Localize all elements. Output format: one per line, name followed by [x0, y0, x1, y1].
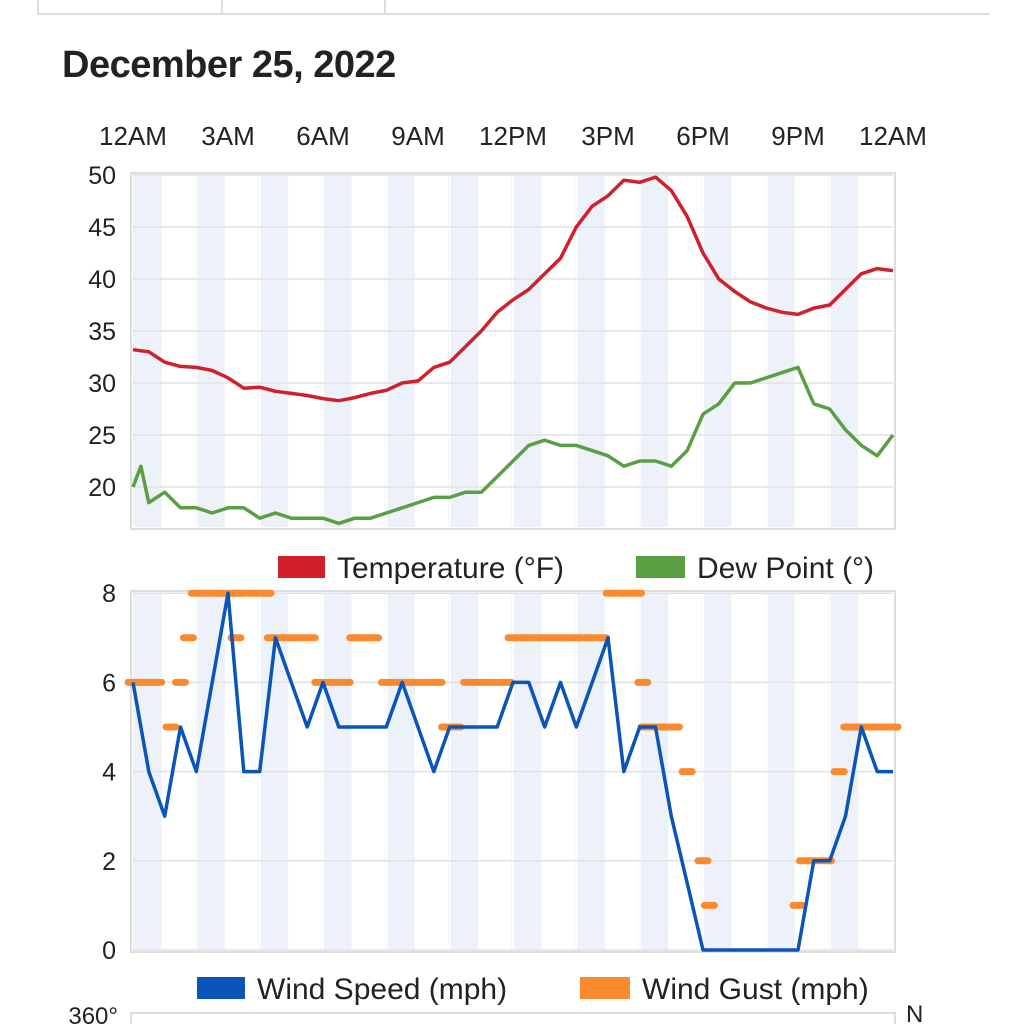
date-heading: December 25, 2022: [62, 44, 396, 86]
y-tick-label: 50: [88, 162, 116, 190]
legend-swatch-wind-speed: [197, 977, 245, 999]
hour-band: [701, 175, 732, 527]
y-tick-label: 20: [88, 474, 116, 502]
hour-band: [321, 175, 352, 527]
dew-point-line: [131, 365, 895, 526]
y-tick-label: 0: [102, 937, 116, 965]
y-tick-label: 45: [88, 214, 116, 242]
y-tick-label: 6: [102, 669, 116, 697]
hour-band: [194, 175, 225, 527]
temperature-legend: Temperature (°F) Dew Point (°): [278, 552, 874, 585]
x-tick-label: 12AM: [859, 121, 927, 151]
direction-label-north: N: [906, 1001, 923, 1024]
y-tick-label: 30: [88, 370, 116, 398]
table-divider: [221, 0, 223, 13]
table-divider: [384, 0, 386, 13]
hour-band: [764, 175, 795, 527]
x-tick-label: 9PM: [771, 121, 824, 151]
y-tick-label: 2: [102, 848, 116, 876]
temperature-dewpoint-chart: 20 25 30 35 40 45 50: [88, 162, 896, 530]
legend-label-dew-point: Dew Point (°): [697, 552, 874, 585]
y-tick-label: 25: [88, 422, 116, 450]
x-tick-label: 12PM: [479, 121, 547, 151]
y-tick-label: 8: [102, 580, 116, 608]
legend-swatch-dew-point: [636, 556, 685, 578]
y-tick-label: 4: [102, 759, 116, 787]
hour-band: [384, 175, 415, 527]
hour-band: [638, 175, 669, 527]
y-tick-360: 360°: [68, 1003, 118, 1024]
summary-table-bottom: [37, 0, 990, 15]
x-tick-label: 6PM: [676, 121, 729, 151]
x-tick-label: 12AM: [99, 121, 167, 151]
y-tick-label: 35: [88, 318, 116, 346]
x-tick-label: 3AM: [201, 121, 254, 151]
legend-label-wind-gust: Wind Gust (mph): [642, 973, 869, 1006]
legend-swatch-wind-gust: [580, 977, 630, 999]
x-tick-label: 9AM: [391, 121, 444, 151]
hour-band: [258, 175, 289, 527]
y-tick-label: 40: [88, 266, 116, 294]
legend-label-temperature: Temperature (°F): [337, 552, 564, 585]
x-tick-label: 6AM: [296, 121, 349, 151]
wind-legend: Wind Speed (mph) Wind Gust (mph): [197, 973, 869, 1006]
x-tick-label: 3PM: [581, 121, 634, 151]
legend-swatch-temperature: [278, 556, 325, 578]
wind-chart: 0 2 4 6 8: [102, 580, 902, 965]
hour-band: [828, 175, 859, 527]
legend-label-wind-speed: Wind Speed (mph): [257, 973, 507, 1006]
hour-band: [574, 175, 605, 527]
wind-direction-chart: 360° N: [68, 1001, 923, 1024]
wind-direction-plot-area: [130, 1012, 896, 1024]
x-axis-time-labels: 12AM 3AM 6AM 9AM 12PM 3PM 6PM 9PM 12AM: [99, 121, 927, 151]
hour-band: [511, 175, 542, 527]
